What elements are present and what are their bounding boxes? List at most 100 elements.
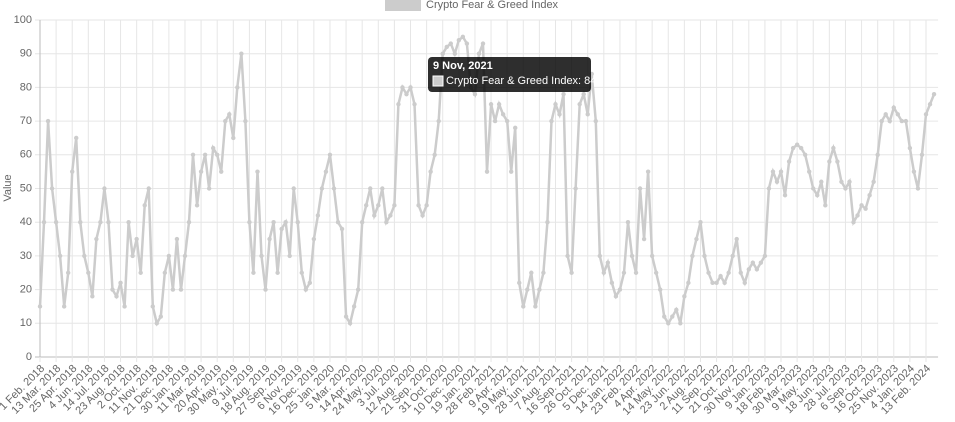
- data-point: [879, 118, 884, 124]
- data-point: [694, 236, 699, 242]
- data-point: [549, 118, 554, 124]
- data-point: [774, 179, 780, 184]
- data-point: [565, 253, 570, 259]
- data-point: [887, 118, 892, 124]
- data-point: [557, 112, 562, 117]
- data-point: [227, 112, 232, 117]
- data-point: [754, 267, 760, 272]
- data-point: [255, 169, 260, 174]
- tooltip-body: Crypto Fear & Greed Index: 84: [446, 75, 596, 87]
- data-point: [581, 91, 586, 97]
- data-point: [702, 253, 707, 259]
- data-point: [911, 169, 917, 174]
- data-point: [819, 179, 824, 184]
- data-point: [412, 102, 417, 107]
- data-point: [541, 270, 546, 275]
- data-point: [368, 186, 373, 191]
- data-point: [472, 91, 478, 97]
- data-point: [726, 270, 731, 275]
- data-point: [279, 226, 284, 232]
- data-point: [480, 41, 486, 46]
- data-point: [609, 280, 615, 286]
- data-point: [488, 102, 494, 107]
- y-tick-label: 40: [20, 216, 32, 228]
- data-point: [553, 102, 558, 107]
- data-point: [476, 51, 482, 56]
- data-point: [682, 294, 687, 299]
- data-point: [271, 220, 276, 225]
- data-point: [263, 287, 268, 292]
- data-point: [637, 186, 643, 191]
- data-point: [448, 41, 453, 46]
- data-point: [82, 253, 87, 259]
- data-point: [74, 135, 79, 141]
- data-point: [194, 203, 200, 208]
- tooltip-box: [428, 57, 591, 92]
- data-point: [118, 280, 123, 286]
- data-point: [162, 270, 168, 275]
- data-point: [573, 186, 578, 191]
- data-point: [57, 253, 63, 259]
- data-point: [158, 314, 164, 319]
- data-point: [166, 253, 172, 259]
- data-point: [138, 270, 143, 275]
- data-point: [376, 203, 381, 208]
- data-point: [283, 220, 288, 225]
- data-point: [331, 186, 337, 191]
- data-point: [525, 287, 530, 292]
- data-point: [388, 213, 393, 218]
- data-point: [307, 280, 313, 286]
- data-point: [593, 118, 598, 124]
- data-point: [45, 118, 51, 124]
- data-point: [142, 203, 147, 208]
- legend-label: Crypto Fear & Greed Index: [426, 0, 559, 11]
- data-point: [53, 220, 59, 225]
- data-point: [65, 270, 71, 275]
- data-point: [404, 91, 409, 97]
- tooltip: 9 Nov, 2021 Crypto Fear & Greed Index: 84: [428, 57, 596, 92]
- data-point: [380, 186, 385, 191]
- y-tick-label: 20: [20, 284, 32, 296]
- data-point: [126, 220, 131, 225]
- data-point: [513, 125, 518, 131]
- data-point: [577, 102, 582, 107]
- data-point: [267, 236, 272, 242]
- data-point: [335, 220, 341, 225]
- data-point: [859, 203, 864, 208]
- data-point: [710, 280, 715, 286]
- data-point: [718, 273, 723, 279]
- data-point: [625, 220, 631, 225]
- data-point: [500, 112, 506, 117]
- y-tick-label: 10: [20, 317, 32, 329]
- data-point: [400, 85, 405, 90]
- y-tick-label: 60: [20, 149, 32, 161]
- data-point: [915, 186, 921, 191]
- data-point: [464, 41, 470, 46]
- data-point: [517, 280, 522, 286]
- legend-swatch: [385, 0, 421, 11]
- data-point: [686, 280, 691, 286]
- data-point: [617, 287, 623, 292]
- data-point: [734, 236, 739, 242]
- data-point: [484, 169, 490, 174]
- data-point: [899, 118, 905, 124]
- data-point: [102, 186, 107, 191]
- data-point: [154, 321, 159, 326]
- data-point: [114, 294, 119, 299]
- data-point: [722, 280, 727, 286]
- data-point: [533, 304, 538, 309]
- data-point: [855, 213, 860, 218]
- data-point: [299, 270, 304, 275]
- data-point: [496, 102, 502, 107]
- data-point: [807, 169, 812, 174]
- data-point: [247, 220, 252, 225]
- data-point: [839, 179, 844, 184]
- data-point: [742, 280, 747, 286]
- data-point: [456, 38, 462, 43]
- data-point: [883, 112, 888, 117]
- data-point: [815, 193, 820, 198]
- data-point: [86, 270, 91, 275]
- data-point: [758, 260, 764, 265]
- data-point: [182, 253, 188, 259]
- data-point: [61, 304, 67, 309]
